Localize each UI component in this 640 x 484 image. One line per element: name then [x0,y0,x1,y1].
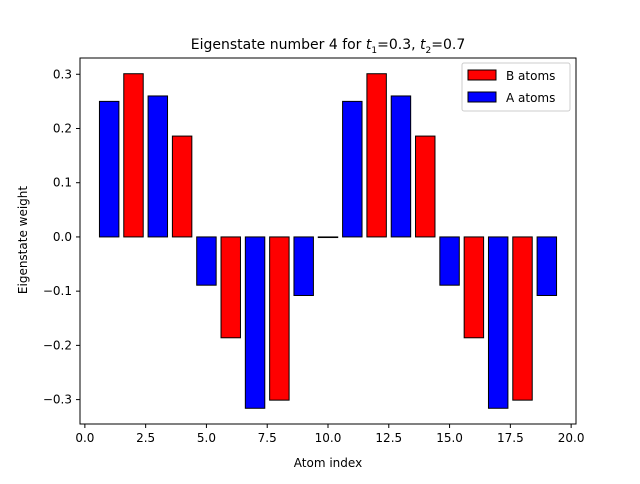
y-tick-label: 0.1 [53,176,72,190]
bar-b-atoms-8 [269,236,290,401]
x-axis-label: Atom index [294,456,362,470]
legend-label-b-atoms: B atoms [506,69,555,83]
bar-a-atoms-5 [196,236,217,286]
legend-swatch-b-atoms [467,69,497,81]
bars-layer [98,73,558,409]
bar-a-atoms-3 [147,95,169,238]
y-tick-label: 0.3 [53,67,72,81]
bar-a-atoms-11 [342,100,363,238]
bar-b-atoms-4 [171,135,193,238]
x-tick-label: 0.0 [75,431,94,445]
bar-b-atoms-14 [415,135,436,238]
x-tick-label: 10.0 [315,431,342,445]
bar-a-atoms-9 [293,236,314,296]
x-tick-label: 7.5 [258,431,277,445]
x-tick-label: 12.5 [375,431,402,445]
x-tick-label: 20.0 [558,431,585,445]
bar-a-atoms-7 [244,236,266,409]
bar-a-atoms-1 [98,100,120,238]
bar-b-atoms-16 [463,236,485,339]
y-tick-label: 0.2 [53,121,72,135]
y-tick-label: −0.1 [43,284,72,298]
bar-a-atoms-13 [390,95,412,238]
x-tick-label: 5.0 [197,431,216,445]
legend: B atoms A atoms [461,62,571,112]
bar-a-atoms-17 [487,236,509,409]
bar-b-atoms-6 [220,236,241,339]
bar-b-atoms-12 [366,73,387,238]
legend-swatch-a-atoms [467,91,497,103]
bar-b-atoms-18 [512,236,533,401]
x-tick-label: 2.5 [136,431,155,445]
bar-a-atoms-15 [439,236,460,286]
x-tick-label: 15.0 [436,431,463,445]
y-axis-label: Eigenstate weight [16,186,30,294]
chart-title: Eigenstate number 4 for t1=0.3, t2=0.7 [191,37,466,56]
y-tick-label: −0.2 [43,338,72,352]
bar-b-atoms-2 [123,73,144,238]
bar-a-atoms-19 [536,236,558,296]
bar-b-atoms-10 [317,236,339,239]
legend-label-a-atoms: A atoms [506,91,555,105]
ticks-layer: 0.0 2.5 5.0 7.5 10.0 12.5 15.0 17.5 20.0 −0.3 −0.2… [43,67,585,445]
y-tick-label: 0.0 [53,230,72,244]
x-tick-label: 17.5 [497,431,524,445]
y-tick-label: −0.3 [43,393,72,407]
